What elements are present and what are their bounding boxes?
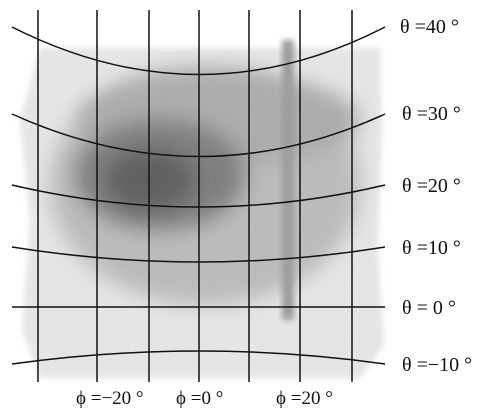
phi-labels: ϕ =−20 ° ϕ =0 ° ϕ =20 ° — [76, 388, 333, 409]
density-map — [15, 35, 390, 385]
theta-labels: θ =40 ° θ =30 ° θ =20 ° θ =10 ° θ = 0 ° … — [400, 16, 472, 376]
theta-label: θ = 0 ° — [402, 297, 456, 319]
theta-curve-30 — [11, 113, 386, 158]
phi-grid-lines — [37, 10, 353, 382]
density-grain-overlay — [15, 35, 390, 385]
theta-label: θ =−10 ° — [402, 354, 472, 376]
theta-label: θ =20 ° — [402, 175, 461, 197]
phi-label: ϕ =0 ° — [176, 388, 223, 409]
phi-label: ϕ =−20 ° — [76, 388, 144, 409]
theta-curve-40 — [11, 26, 386, 76]
theta-label: θ =10 ° — [402, 237, 461, 259]
theta-curve-20 — [11, 184, 386, 208]
theta-label: θ =40 ° — [400, 16, 459, 38]
phi-label: ϕ =20 ° — [276, 388, 333, 409]
theta-grid-curves — [11, 26, 386, 365]
theta-curve-minus10 — [11, 350, 386, 365]
theta-curve-10 — [11, 246, 386, 263]
theta-label: θ =30 ° — [402, 103, 461, 125]
